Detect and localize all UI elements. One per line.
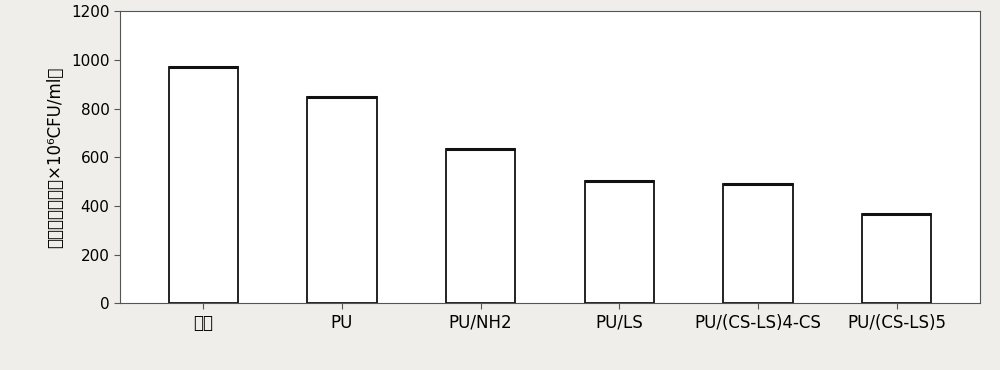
Y-axis label: 绿脓杆菌浓度（×10⁶CFU/ml）: 绿脓杆菌浓度（×10⁶CFU/ml） xyxy=(46,67,64,248)
Bar xyxy=(585,181,654,303)
Bar xyxy=(862,214,931,303)
Bar xyxy=(446,149,515,303)
Bar xyxy=(307,97,377,303)
Bar xyxy=(169,67,238,303)
Bar xyxy=(723,184,793,303)
